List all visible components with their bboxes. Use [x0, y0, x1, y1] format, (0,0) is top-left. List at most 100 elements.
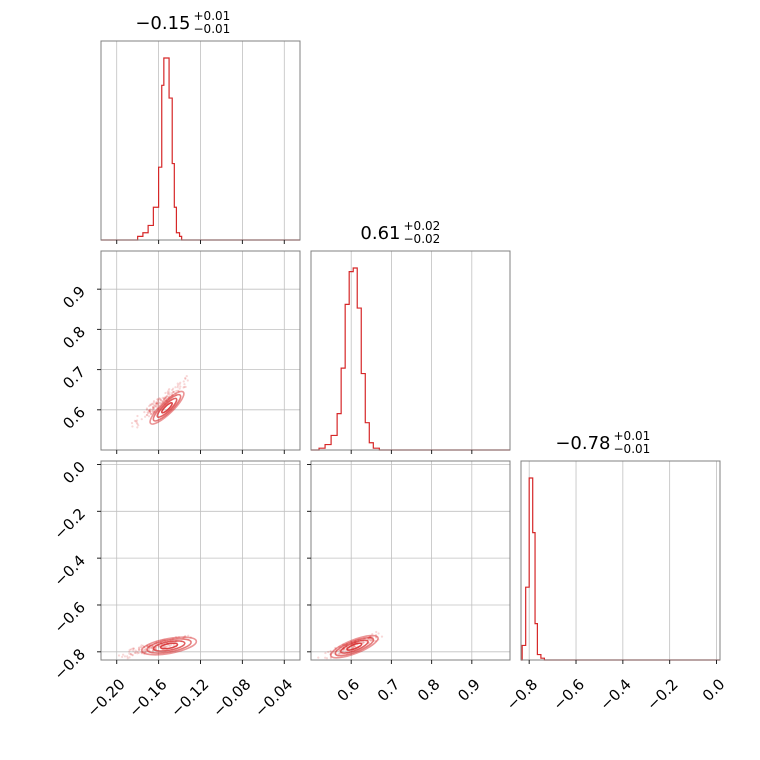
scatter-point	[149, 403, 152, 406]
scatter-point	[164, 395, 168, 398]
contour-level-2	[339, 639, 369, 654]
scatter-point	[146, 413, 149, 417]
param-3-title-plus: +0.01	[614, 429, 651, 443]
scatter-point	[151, 405, 154, 408]
scatter-point	[147, 412, 150, 415]
scatter-point	[133, 651, 137, 654]
scatter-point	[185, 375, 188, 378]
scatter-point	[117, 654, 121, 657]
scatter-point	[132, 647, 135, 650]
scatter-point	[353, 645, 356, 648]
param-3-title-value: −0.78	[555, 433, 610, 454]
scatter-point	[158, 398, 161, 401]
scatter-point	[148, 408, 151, 412]
scatter-point	[167, 396, 170, 399]
contour-level-1	[346, 642, 363, 651]
scatter-point	[152, 407, 155, 410]
scatter-point	[179, 381, 182, 384]
scatter-point	[375, 630, 378, 634]
x-tick-label: 0.0	[699, 675, 729, 705]
scatter-point	[157, 401, 160, 404]
scatter-point	[150, 413, 153, 416]
scatter-point	[159, 398, 163, 401]
scatter-point	[160, 402, 163, 405]
scatter-point	[329, 650, 332, 653]
scatter-point	[161, 400, 164, 403]
scatter-point	[175, 389, 178, 393]
scatter-point	[184, 635, 187, 638]
scatter-point	[157, 400, 160, 403]
scatter-point	[165, 645, 169, 648]
contour-level-1	[159, 642, 179, 650]
scatter-point	[132, 647, 135, 650]
scatter-point	[325, 657, 329, 660]
scatter-point	[167, 392, 170, 395]
scatter-point	[156, 406, 159, 409]
scatter-point	[146, 644, 149, 647]
scatter-point	[146, 644, 149, 647]
param-2-title-minus: −0.02	[404, 232, 441, 246]
scatter-point	[167, 644, 170, 647]
scatter-point	[168, 395, 171, 398]
scatter-point	[139, 645, 142, 648]
scatter-point	[155, 400, 158, 404]
scatter-point	[142, 651, 146, 654]
y-tick-label: 0.7	[59, 363, 89, 393]
scatter-point	[138, 648, 141, 651]
scatter-point	[374, 633, 378, 637]
panel-frame	[310, 250, 511, 451]
scatter-point	[128, 650, 131, 653]
scatter-point	[128, 652, 131, 655]
scatter-point	[141, 650, 145, 653]
scatter-point	[144, 647, 147, 650]
scatter-point	[172, 390, 176, 393]
scatter-point	[153, 409, 156, 412]
y-tick-label: −0.8	[51, 645, 89, 683]
scatter-point	[156, 401, 159, 405]
scatter-point	[368, 638, 371, 641]
scatter-point	[344, 650, 347, 653]
scatter-point	[152, 403, 155, 407]
scatter-point	[145, 413, 148, 417]
scatter-point	[126, 655, 129, 658]
scatter-point	[144, 650, 147, 653]
scatter-point	[371, 632, 374, 636]
contour-level-4	[329, 634, 379, 659]
scatter-point	[166, 390, 169, 394]
scatter-point	[136, 652, 139, 655]
scatter-point	[157, 646, 161, 649]
x-tick-label: −0.6	[550, 675, 588, 713]
scatter-point	[136, 426, 139, 429]
scatter-point	[123, 655, 127, 658]
scatter-point	[184, 385, 187, 388]
scatter-point	[172, 387, 175, 390]
scatter-point	[189, 636, 192, 639]
scatter-point	[369, 639, 372, 643]
scatter-point	[176, 389, 180, 392]
scatter-point	[177, 390, 180, 393]
scatter-point	[150, 412, 153, 416]
scatter-point	[159, 398, 162, 401]
scatter-point	[129, 653, 132, 656]
scatter-point	[130, 421, 134, 425]
x-tick-label: −0.08	[209, 675, 254, 720]
scatter-point	[162, 397, 166, 401]
x-tick-label: −0.04	[251, 675, 296, 720]
scatter-point	[167, 389, 170, 392]
scatter-point	[176, 382, 179, 385]
scatter-point	[154, 402, 158, 405]
scatter-point	[136, 414, 139, 418]
y-tick-label: 0.8	[59, 323, 89, 353]
scatter-point	[164, 396, 167, 400]
scatter-point	[153, 411, 156, 414]
x-tick-label: −0.8	[503, 675, 541, 713]
contour-level-2	[152, 640, 186, 652]
scatter-point	[375, 635, 378, 638]
scatter-point	[329, 653, 332, 656]
scatter-point	[128, 648, 131, 651]
scatter-point	[148, 404, 151, 408]
scatter-point	[152, 407, 155, 410]
scatter-point	[184, 377, 187, 380]
scatter-point	[143, 651, 146, 654]
x-tick-label: −0.2	[643, 675, 681, 713]
